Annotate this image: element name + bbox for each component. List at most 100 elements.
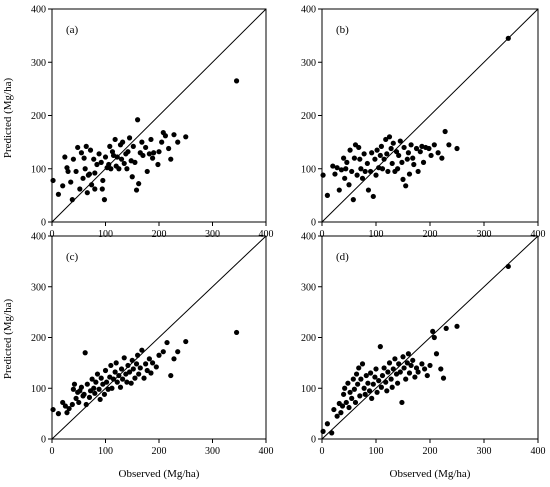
data-point: [435, 150, 441, 156]
one-to-one-line: [51, 235, 267, 440]
data-point: [86, 394, 93, 400]
data-point: [118, 366, 125, 372]
data-point: [365, 380, 371, 386]
data-point: [403, 376, 409, 382]
data-point: [359, 361, 366, 367]
data-point: [324, 192, 330, 198]
data-point: [82, 350, 88, 356]
data-point: [91, 385, 97, 391]
data-point: [324, 421, 330, 427]
data-point: [60, 183, 66, 189]
x-tick-label: 200: [152, 446, 167, 457]
data-point: [120, 139, 126, 145]
data-point: [395, 380, 401, 386]
data-point: [350, 197, 356, 203]
y-tick-label: 400: [301, 5, 316, 16]
data-point: [355, 381, 361, 387]
data-point: [233, 78, 240, 84]
x-tick-label: 200: [423, 446, 438, 457]
data-point: [55, 411, 62, 417]
data-point: [137, 365, 143, 371]
data-point: [69, 197, 75, 203]
data-point: [94, 161, 100, 168]
data-point: [404, 360, 410, 366]
x-tick-label: 100: [369, 446, 384, 457]
y-tick-label: 0: [311, 435, 316, 446]
data-point: [383, 136, 389, 143]
data-point: [341, 391, 347, 397]
data-point: [408, 362, 414, 369]
data-point: [91, 156, 97, 162]
data-point: [151, 150, 157, 156]
data-point: [431, 334, 437, 341]
data-point: [55, 191, 62, 197]
x-tick-label: 400: [531, 229, 546, 240]
y-axis-label-bottom: Predicted (Mg/ha): [2, 298, 14, 379]
data-point: [357, 393, 363, 399]
data-point: [125, 362, 131, 369]
data-point: [320, 172, 326, 178]
data-point: [396, 152, 402, 159]
one-to-one-line: [51, 8, 267, 223]
data-point: [342, 175, 348, 181]
data-point: [149, 155, 156, 161]
y-tick-label: 300: [31, 282, 46, 293]
data-point: [365, 187, 372, 193]
data-point: [438, 366, 444, 372]
data-point: [374, 389, 380, 395]
data-point: [155, 161, 161, 168]
data-point: [339, 403, 346, 409]
data-point: [78, 150, 85, 156]
data-point: [369, 150, 375, 156]
x-tick-label: 100: [369, 229, 384, 240]
data-point: [397, 138, 403, 144]
data-point: [356, 365, 362, 371]
data-point: [124, 379, 130, 385]
data-point: [364, 160, 370, 167]
data-point: [374, 147, 380, 153]
data-point: [329, 430, 335, 436]
data-point: [70, 156, 76, 162]
data-point: [338, 410, 344, 416]
data-point: [341, 155, 347, 161]
data-point: [390, 140, 396, 146]
data-point: [136, 371, 142, 377]
data-point: [346, 182, 352, 188]
data-point: [144, 168, 150, 175]
data-point: [69, 401, 75, 408]
data-point: [377, 152, 383, 159]
data-point: [139, 347, 145, 353]
data-point: [92, 390, 98, 396]
data-point: [92, 170, 98, 176]
data-point: [410, 357, 416, 363]
data-point: [406, 171, 413, 177]
data-point: [397, 369, 403, 375]
data-point: [424, 372, 430, 379]
data-point: [130, 143, 136, 149]
data-point: [132, 375, 138, 381]
x-tick-label: 300: [477, 446, 492, 457]
data-point: [171, 356, 177, 362]
x-tick-label: 0: [50, 446, 55, 457]
data-point: [354, 172, 360, 178]
data-point: [121, 160, 127, 167]
data-point: [126, 135, 133, 141]
data-point: [97, 396, 103, 403]
data-point: [88, 182, 95, 188]
data-point: [446, 142, 452, 148]
data-point: [86, 171, 93, 177]
data-point: [372, 374, 378, 380]
x-axis-label-left: Observed (Mg/ha): [119, 468, 200, 480]
data-point: [62, 154, 68, 160]
data-point: [405, 150, 411, 156]
data-point: [68, 179, 74, 185]
data-point: [143, 361, 149, 367]
data-point: [65, 168, 71, 175]
data-point: [108, 166, 114, 172]
data-point: [505, 263, 511, 270]
data-point: [94, 371, 101, 377]
data-point: [60, 399, 66, 406]
data-point: [102, 154, 109, 160]
data-point: [114, 379, 120, 385]
data-point: [101, 391, 108, 397]
